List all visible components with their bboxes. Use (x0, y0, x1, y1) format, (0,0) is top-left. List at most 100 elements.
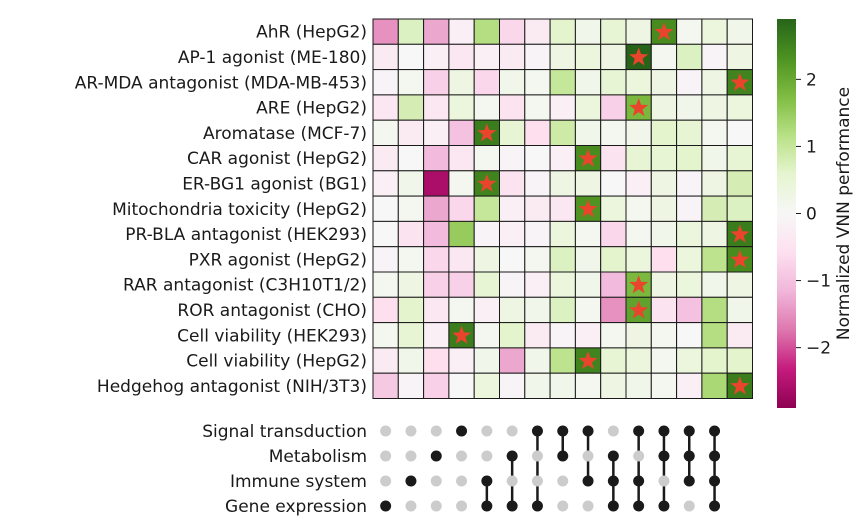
heatmap-cell (600, 18, 627, 45)
heatmap-cell (499, 43, 526, 71)
combination-dot-inactive (607, 425, 619, 437)
best-model-star-icon (629, 47, 649, 66)
pathway-label: Metabolism (269, 447, 367, 467)
best-model-star-icon (629, 300, 649, 319)
row-label: Cell viability (HepG2) (186, 352, 367, 372)
heatmap-cell (650, 372, 678, 400)
heatmap-cell (448, 43, 475, 71)
heatmap-cell (549, 372, 576, 400)
heatmap-cell (448, 347, 475, 374)
heatmap-cell (701, 170, 728, 197)
heatmap-cell (499, 119, 526, 146)
heatmap-cell (372, 372, 399, 400)
heatmap-cell (372, 271, 399, 298)
combination-dot-active (709, 475, 721, 487)
heatmap-cell (701, 18, 728, 45)
combination-dot-active (506, 500, 518, 512)
heatmap-cell (574, 322, 602, 349)
heatmap-cell (423, 94, 450, 121)
heatmap-cell (473, 195, 501, 222)
heatmap-cell (676, 18, 703, 45)
colorbar-tick-label: −1 (806, 272, 831, 292)
heatmap-cell (448, 94, 475, 121)
heatmap-cell (397, 296, 425, 324)
heatmap-cell (448, 18, 475, 45)
heatmap-cell (574, 43, 602, 71)
combination-dot-active (658, 425, 670, 437)
heatmap-cell (650, 94, 678, 121)
heatmap-cell (372, 322, 399, 349)
heatmap-cell (650, 69, 678, 96)
heatmap-cell (448, 372, 475, 400)
heatmap-cell (549, 220, 576, 248)
best-model-star-icon (730, 224, 750, 243)
heatmap-cell (574, 271, 602, 298)
heatmap-cell (726, 322, 754, 349)
heatmap-cell (448, 170, 475, 197)
combination-dot-active (456, 425, 468, 437)
heatmap-cell (625, 322, 652, 349)
combination-dot-inactive (557, 500, 569, 512)
heatmap-cell (676, 296, 703, 324)
heatmap-cell (448, 296, 475, 324)
heatmap-cell (372, 145, 399, 172)
combination-dot-active (633, 475, 645, 487)
combination-dot-active (531, 500, 543, 512)
heatmap-cell (726, 145, 754, 172)
heatmap-cell (701, 195, 728, 222)
heatmap-cell (650, 119, 678, 146)
heatmap-cell (600, 322, 627, 349)
heatmap-cell (701, 271, 728, 298)
heatmap-cell (499, 94, 526, 121)
row-label: Mitochondria toxicity (HepG2) (112, 200, 367, 220)
colorbar-title: Normalized VNN performance (834, 87, 854, 340)
heatmap-cell (448, 145, 475, 172)
combination-dot-inactive (481, 425, 493, 437)
heatmap-cell (524, 69, 551, 96)
heatmap-cell (524, 296, 551, 324)
combination-dot-inactive (405, 425, 417, 437)
colorbar-tick-label: 0 (806, 205, 817, 225)
combination-dot-active (633, 425, 645, 437)
heatmap-cell (499, 145, 526, 172)
heatmap-cell (574, 246, 602, 273)
heatmap-cell (600, 220, 627, 248)
heatmap-cell (473, 220, 501, 248)
heatmap-cell (650, 347, 678, 374)
heatmap-cell (726, 170, 754, 197)
heatmap-cell (701, 119, 728, 146)
heatmap-cell (549, 246, 576, 273)
combination-dot-active (481, 500, 493, 512)
heatmap-cell (600, 145, 627, 172)
combination-dot-active (709, 425, 721, 437)
best-model-star-icon (452, 325, 472, 344)
heatmap-cell (473, 94, 501, 121)
heatmap-cell (423, 145, 450, 172)
best-model-star-icon (629, 98, 649, 117)
heatmap-cell (397, 119, 425, 146)
heatmap-cell (650, 271, 678, 298)
best-model-star-icon (730, 376, 750, 395)
heatmap-cell (397, 271, 425, 298)
heatmap-cell (549, 94, 576, 121)
heatmap-cell (423, 347, 450, 374)
heatmap-cell (676, 220, 703, 248)
heatmap-cell (650, 220, 678, 248)
best-model-stars (452, 22, 750, 395)
combination-dot-active (582, 425, 594, 437)
combination-dot-active (683, 450, 695, 462)
pathway-label: Signal transduction (202, 422, 367, 442)
heatmap-cell (600, 94, 627, 121)
heatmap-cell (473, 43, 501, 71)
combination-dot-active (607, 475, 619, 487)
heatmap-cell (701, 220, 728, 248)
best-model-star-icon (730, 72, 750, 91)
row-label: PXR agonist (HepG2) (189, 250, 367, 270)
combination-dot-inactive (658, 475, 670, 487)
heatmap-cell (600, 69, 627, 96)
heatmap-cell (423, 220, 450, 248)
heatmap-cell (625, 347, 652, 374)
colorbar-gradient (777, 19, 796, 408)
heatmap-cell (524, 220, 551, 248)
heatmap-cell (701, 94, 728, 121)
